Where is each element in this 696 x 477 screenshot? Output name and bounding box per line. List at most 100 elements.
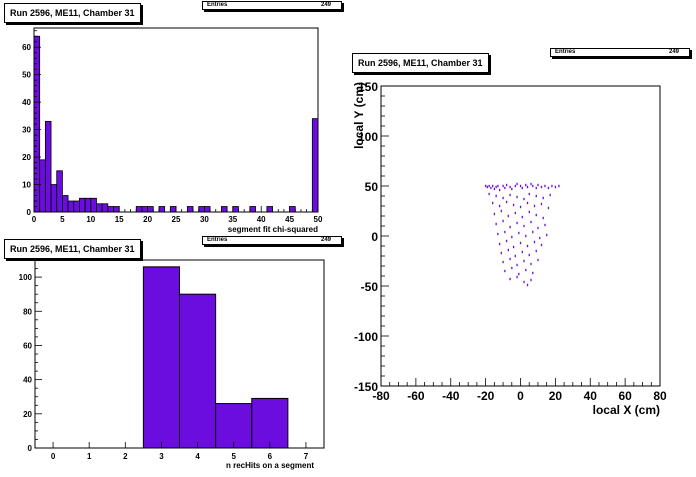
nrechits-ytick-label: 100: [19, 273, 33, 282]
nrechits-ytick-label: 0: [28, 444, 33, 453]
localxy-point: [546, 233, 548, 237]
localxy-point: [492, 201, 494, 205]
chi2-frame: [33, 27, 319, 213]
chi2-bar: [203, 206, 211, 213]
chi2-stats-label: Entries: [207, 2, 228, 8]
localxy-point: [554, 185, 557, 189]
localxy-xtick-label: -40: [442, 389, 460, 403]
nrechits-xtick-label: 2: [123, 452, 128, 461]
localxy-point: [537, 258, 539, 262]
chi2-bar: [289, 206, 296, 213]
localxy-point: [505, 183, 508, 187]
nrechits-stats-value: 249: [320, 237, 331, 243]
chi2-stats-box: Entries 249: [202, 1, 342, 10]
chi2-bar: [221, 206, 228, 213]
localxy-point: [519, 241, 522, 245]
localxy-point: [526, 244, 529, 248]
chi2-xtick-label: 0: [32, 215, 37, 224]
chi2-bar: [249, 206, 256, 213]
localxy-point: [492, 184, 494, 188]
localxy-point: [547, 186, 550, 190]
localxy-xtick-label: 20: [549, 389, 563, 403]
nrechits-xtick-label: 0: [51, 452, 56, 461]
chi2-title: Run 2596, ME11, Chamber 31: [10, 8, 135, 18]
localxy-point: [530, 262, 532, 266]
chi2-xtick-label: 45: [285, 215, 294, 224]
localxy-point: [523, 197, 525, 201]
nrechits-xtick-label: 7: [304, 452, 309, 461]
localxy-point: [516, 182, 518, 186]
chi2-xlabel: segment fit chi-squared: [228, 225, 318, 234]
localxy-point: [511, 187, 513, 191]
localxy-xtick-label: 0: [517, 389, 524, 403]
nrechits-ytick-label: 40: [23, 376, 32, 385]
localxy-point: [530, 278, 532, 282]
localxy-point: [544, 223, 546, 227]
localxy-ylabel: local Y (cm): [352, 82, 366, 149]
chi2-xtick-label: 50: [314, 215, 323, 224]
chi2-bar: [44, 120, 52, 213]
localxy-point: [525, 183, 527, 187]
localxy-point: [504, 269, 506, 273]
localxy-point: [540, 243, 543, 247]
chi2-xtick-label: 15: [115, 215, 124, 224]
chi2-bar: [113, 206, 120, 213]
localxy-point: [532, 184, 534, 188]
chi2-bar: [39, 159, 46, 213]
localxy-point: [526, 185, 529, 189]
chi2-bar: [79, 197, 86, 213]
chi2-histogram: 0 5 10 15 20 25 30 35 40 45 50 0 10 20 30 40 50 60 segment…: [22, 27, 323, 234]
localxy-point: [526, 283, 529, 287]
localxy-point: [535, 249, 537, 253]
localxy-xtick-label: 40: [584, 389, 598, 403]
chi2-xtick-label: 10: [86, 215, 95, 224]
chi2-bar: [169, 206, 177, 213]
chi2-bar: [266, 206, 273, 213]
localxy-point: [521, 215, 523, 219]
localxy-point: [535, 186, 537, 190]
chi2-bar: [186, 206, 194, 213]
localxy-point: [498, 242, 501, 246]
localxy-xtick-label: -20: [477, 389, 495, 403]
localxy-point: [551, 184, 553, 188]
localxy-point: [532, 230, 534, 234]
localxy-point: [537, 226, 539, 230]
localxy-xtick-label: 60: [618, 389, 632, 403]
localxy-point: [509, 225, 511, 229]
localxy-ytick-label: 100: [358, 130, 378, 144]
chi2-bar: [62, 195, 69, 213]
chi2-bar: [101, 203, 109, 213]
localxy-point: [549, 193, 551, 197]
localxy-point: [519, 184, 522, 188]
nrechits-xtick-label: 5: [231, 452, 236, 461]
localxy-ytick-label: -100: [354, 330, 378, 344]
localxy-point: [509, 277, 511, 281]
chi2-bar: [96, 203, 103, 213]
localxy-point: [530, 220, 532, 224]
chi2-ytick-label: 0: [27, 208, 32, 217]
nrechits-ytick-label: 20: [23, 410, 32, 419]
chi2-stats-value: 249: [320, 2, 331, 8]
chi2-bar: [107, 206, 114, 213]
nrechits-xtick-label: 4: [195, 452, 200, 461]
localxy-point: [495, 194, 497, 198]
localxy-point: [516, 263, 518, 267]
localxy-point: [521, 186, 523, 190]
localxy-point: [505, 239, 508, 243]
localxy-stats-label: Entries: [555, 49, 576, 55]
localxy-point: [493, 212, 496, 216]
chi2-bar: [90, 197, 97, 213]
pad-localxy: -80 -60 -40 -20 0 20 40 60 80 -150 -100 -50 0 50 100 15…: [348, 0, 696, 472]
localxy-point: [500, 251, 503, 255]
localxy-point: [514, 184, 516, 188]
localxy-point: [502, 196, 504, 200]
localxy-point: [533, 204, 536, 208]
nrechits-ytick-label: 80: [23, 307, 32, 316]
localxy-point: [528, 210, 530, 214]
localxy-point: [511, 266, 513, 270]
localxy-scatter: -80 -60 -40 -20 0 20 40 60 80 -150 -100 -50 0 50 100 15…: [352, 80, 667, 417]
localxy-point: [502, 219, 504, 223]
localxy-ytick-label: -150: [354, 380, 378, 394]
localxy-point: [511, 235, 513, 239]
localxy-point: [502, 260, 504, 264]
